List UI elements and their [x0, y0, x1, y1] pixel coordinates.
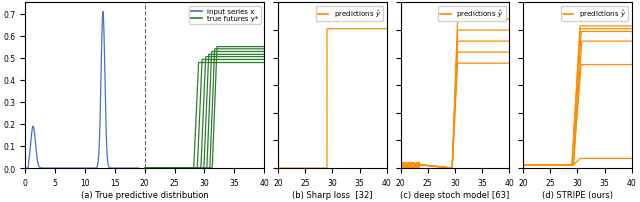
Legend: predictions $\hat{y}$: predictions $\hat{y}$: [438, 7, 506, 22]
X-axis label: (d) STRIPE (ours): (d) STRIPE (ours): [542, 190, 613, 199]
X-axis label: (c) deep stoch model [63]: (c) deep stoch model [63]: [400, 190, 509, 199]
Legend: input series x, true futures y*: input series x, true futures y*: [189, 7, 260, 24]
X-axis label: (b) Sharp loss  [32]: (b) Sharp loss [32]: [292, 190, 372, 199]
X-axis label: (a) True predictive distribution: (a) True predictive distribution: [81, 190, 209, 199]
Legend: predictions $\hat{y}$: predictions $\hat{y}$: [316, 7, 383, 22]
Legend: predictions $\hat{y}$: predictions $\hat{y}$: [561, 7, 628, 22]
